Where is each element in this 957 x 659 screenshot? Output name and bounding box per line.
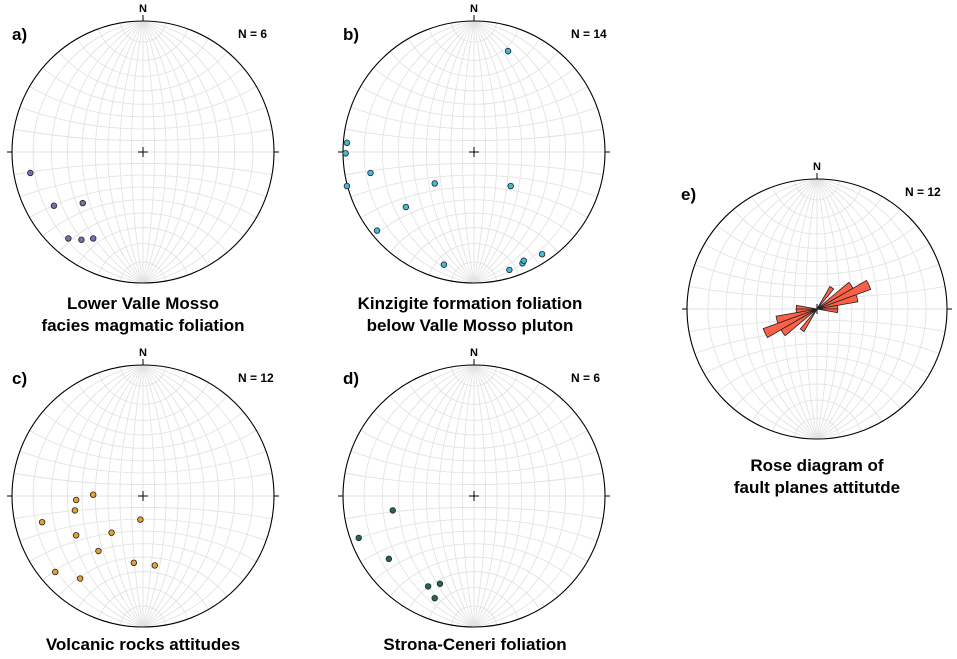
pole-point (108, 529, 115, 536)
sample-count: N = 6 (238, 27, 267, 41)
pole-point (65, 235, 72, 242)
pole-point (78, 236, 85, 243)
pole-point (71, 507, 79, 514)
panel-letter: e) (681, 185, 696, 204)
pole-point (355, 534, 362, 542)
caption-b-line-1: Kinzigite formation foliation (357, 294, 583, 313)
pole-point (342, 150, 349, 157)
stereonet-d: Nd) N = 6 (338, 347, 610, 628)
pole-point (436, 580, 444, 587)
pole-point (507, 182, 514, 190)
caption-c: Volcanic rocks attitudes (0, 634, 286, 656)
pole-point (137, 516, 144, 523)
panel-letter: d) (343, 369, 359, 388)
pole-point (504, 47, 512, 55)
north-label: N (813, 161, 821, 173)
rose-petal (780, 308, 818, 337)
pole-point (95, 547, 102, 555)
pole-point (76, 575, 84, 582)
pole-point (367, 169, 374, 177)
pole-point (431, 180, 438, 187)
caption-e-line-2: fault planes attitutde (733, 478, 901, 497)
sample-count: N = 12 (238, 371, 274, 385)
sample-count: N = 6 (571, 371, 600, 385)
rose-petal (816, 294, 859, 310)
pole-point (72, 532, 80, 539)
pole-point (424, 583, 432, 590)
pole-point (130, 559, 138, 567)
caption-a-line-2: facies magmatic foliation (41, 316, 245, 335)
north-label: N (139, 347, 147, 359)
stereonet-b: Nb) N = 14 (338, 3, 610, 284)
pole-point (90, 491, 97, 498)
rose-petal (816, 279, 872, 310)
panel-letter: c) (12, 369, 27, 388)
pole-point (373, 227, 381, 234)
grid-wrap (343, 21, 605, 283)
caption-b: Kinzigite formation foliation below Vall… (325, 293, 615, 337)
stereonet-grid (12, 21, 274, 283)
caption-e: Rose diagram of fault planes attitutde (676, 455, 957, 499)
caption-e-line-1: Rose diagram of (750, 456, 884, 475)
rose-petal (795, 304, 818, 310)
rose-petal (816, 281, 854, 310)
grid-wrap (12, 21, 274, 283)
pole-point (90, 235, 97, 242)
pole-point (72, 496, 80, 504)
caption-d: Strona-Ceneri foliation (330, 634, 620, 656)
pole-point (440, 261, 448, 268)
pole-point (520, 257, 527, 264)
pole-point (50, 202, 58, 209)
caption-d-line-1: Strona-Ceneri foliation (383, 635, 567, 654)
rose-petal (816, 308, 839, 314)
sample-count: N = 14 (571, 27, 607, 41)
grid-wrap (343, 365, 605, 627)
stereonet-c: Nc) N = 12 (7, 347, 279, 628)
pole-point (343, 182, 351, 190)
north-label: N (139, 3, 147, 15)
sample-count: N = 12 (905, 185, 941, 199)
caption-a-line-1: Lower Valle Mosso (66, 294, 220, 313)
caption-b-line-2: below Valle Mosso pluton (366, 316, 574, 335)
rose-petal (775, 308, 818, 324)
panel-letter: b) (343, 25, 359, 44)
pole-point (27, 169, 34, 177)
rose-petal (762, 308, 818, 339)
stereonet-grid (343, 365, 605, 627)
pole-point (431, 594, 438, 602)
rose-petal (816, 285, 835, 310)
pole-point (389, 507, 396, 514)
caption-a: Lower Valle Mosso facies magmatic foliat… (0, 293, 286, 337)
rose-petal (799, 308, 818, 333)
stereonet-e: Ne) N = 12 (681, 161, 952, 440)
pole-point (506, 266, 513, 274)
north-label: N (470, 347, 478, 359)
pole-point (343, 139, 351, 147)
north-label: N (470, 3, 478, 15)
caption-c-line-1: Volcanic rocks attitudes (45, 635, 241, 654)
pole-point (38, 519, 46, 526)
pole-point (538, 250, 546, 258)
pole-point (79, 199, 86, 207)
stereonet-a: Na) N = 6 (7, 3, 279, 284)
pole-point (151, 562, 158, 569)
panel-letter: a) (12, 25, 27, 44)
pole-point (52, 568, 59, 576)
pole-point (385, 555, 393, 563)
stereonet-grid (343, 21, 605, 283)
pole-point (402, 203, 410, 211)
